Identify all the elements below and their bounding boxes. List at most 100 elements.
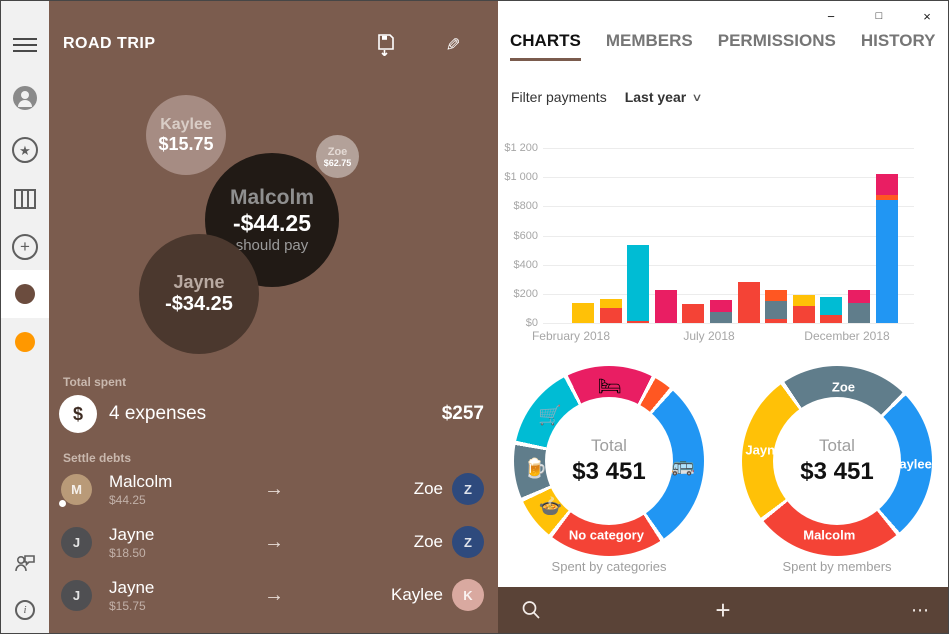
bar-segment-amber [572,302,594,323]
bar-segment-pink [848,290,870,303]
arrow-right-icon: → [264,531,284,553]
columns-view-icon[interactable] [1,188,49,210]
food-icon: 🍲 [538,496,563,518]
add-expense-button[interactable]: + [708,593,738,627]
bar-nov-2018 [820,297,843,323]
bar-oct-2018 [792,295,815,323]
add-group-icon[interactable]: + [1,234,49,260]
more-options-button[interactable]: ⋯ [906,595,936,625]
debt-row[interactable]: J Jayne $15.75 → Kaylee K [49,578,498,622]
debt-amount: $44.25 [109,493,146,507]
spent-by-members-donut: Total $3 451 Zoe Kaylee Malcolm Jayne [742,366,932,556]
edit-group-button[interactable]: ✎ [441,33,465,57]
debtor-name: Malcolm [109,472,173,491]
avatar: K [452,579,484,611]
bubble-amount: -$34.25 [165,293,233,315]
presence-dot [59,500,66,507]
starred-groups-icon[interactable]: ★ [1,137,49,163]
group-other-dot[interactable] [1,332,49,352]
creditor-name: Zoe [413,479,443,498]
star-icon: ★ [19,142,31,158]
monthly-spend-bar-chart: $1 200 $1 000 $800 $600 $400 $200 $0 February 2… [504,142,914,343]
bar-segment-red [792,306,815,323]
spent-by-categories-donut: Total $3 451 🛏 🚌 No category 🍲 🍺 🛒 [514,366,704,556]
window-minimize-button[interactable]: − [827,8,835,24]
bar-segment-gray [765,301,788,319]
bubble-name: Kaylee [160,115,212,133]
total-spent-label: Total spent [63,375,127,389]
menu-icon[interactable] [1,32,49,58]
tab-history[interactable]: HISTORY [860,31,936,50]
debtor-name: Jayne [109,578,155,597]
filter-period-dropdown[interactable]: Last year ∨ [625,89,703,105]
x-axis-label: July 2018 [683,329,735,343]
y-axis-tick: $400 [513,258,538,271]
y-axis-tick: $1 200 [504,142,538,154]
window-close-button[interactable]: × [923,8,931,24]
group-roadtrip-dot[interactable] [1,284,49,304]
plus-icon: + [715,594,731,625]
app-bar: + ⋯ [498,587,948,633]
bar-sep-2018 [765,290,788,323]
bar-segment-pink [654,289,677,323]
tab-permissions[interactable]: PERMISSIONS [717,31,836,50]
bar-segment-blue [875,199,898,323]
group-panel: ROAD TRIP ✎ Kaylee $15.75 Zoe $62.75 Mal… [49,1,498,633]
bar-feb-2018 [572,302,594,323]
info-icon: i [15,600,35,620]
bar-segment-red [820,314,843,323]
group-title: ROAD TRIP [63,35,156,52]
transport-icon: 🚌 [671,455,695,477]
categories-caption: Spent by categories [551,559,667,574]
feedback-icon[interactable] [1,550,49,576]
search-icon [522,601,540,619]
segment-label-zoe: Zoe [831,379,855,395]
groceries-icon: 🛒 [538,405,562,427]
bar-segment-pink [875,174,898,196]
window-maximize-button[interactable]: □ [875,10,883,22]
search-button[interactable] [516,595,546,625]
gridline [543,177,914,179]
pencil-icon: ✎ [445,34,461,55]
donut-total-label: Total [591,436,627,455]
avatar: J [61,527,92,558]
debt-row[interactable]: M Malcolm $44.25 → Zoe Z [49,472,498,516]
bar-aug-2018 [737,282,760,323]
save-export-icon [378,34,394,56]
tab-charts[interactable]: CHARTS [510,31,581,61]
gridline [543,264,914,266]
settle-debts-label: Settle debts [63,451,132,465]
bubble-name: Zoe [327,145,348,158]
gridline [543,235,914,237]
bar-segment-red [737,282,760,323]
donut-total-label: Total [819,436,855,455]
bubble-jayne[interactable]: Jayne -$34.25 [139,234,259,354]
total-spent-row[interactable]: $ 4 expenses $257 [49,393,498,437]
debt-row[interactable]: J Jayne $18.50 → Zoe Z [49,525,498,569]
group-dot-icon [15,332,35,352]
bubble-zoe[interactable]: Zoe $62.75 [316,135,359,178]
bar-segment-orange [875,195,898,200]
donut-total-value: $3 451 [572,458,646,485]
segment-label-kaylee: Kaylee [889,456,932,472]
bar-segment-orange [765,290,788,302]
arrow-right-icon: → [264,584,284,606]
filter-row: Filter payments Last year ∨ [511,89,703,105]
bubble-kaylee[interactable]: Kaylee $15.75 [146,95,226,175]
gridline [543,148,914,149]
bubble-name: Jayne [173,272,225,292]
y-axis-tick: $0 [525,317,538,329]
bubble-note: should pay [235,237,309,254]
about-icon[interactable]: i [1,600,49,620]
plus-icon: + [20,236,30,256]
debtor-name: Jayne [109,525,155,544]
tab-members[interactable]: MEMBERS [605,31,693,50]
bar-segment-gray [848,302,870,323]
nav-rail: ★ + i [1,1,49,633]
export-button[interactable] [374,33,398,57]
profile-avatar-icon[interactable] [1,86,49,110]
bar-mar-2018 [599,298,622,323]
creditor-name: Zoe [413,532,443,551]
y-axis-tick: $800 [513,200,538,213]
